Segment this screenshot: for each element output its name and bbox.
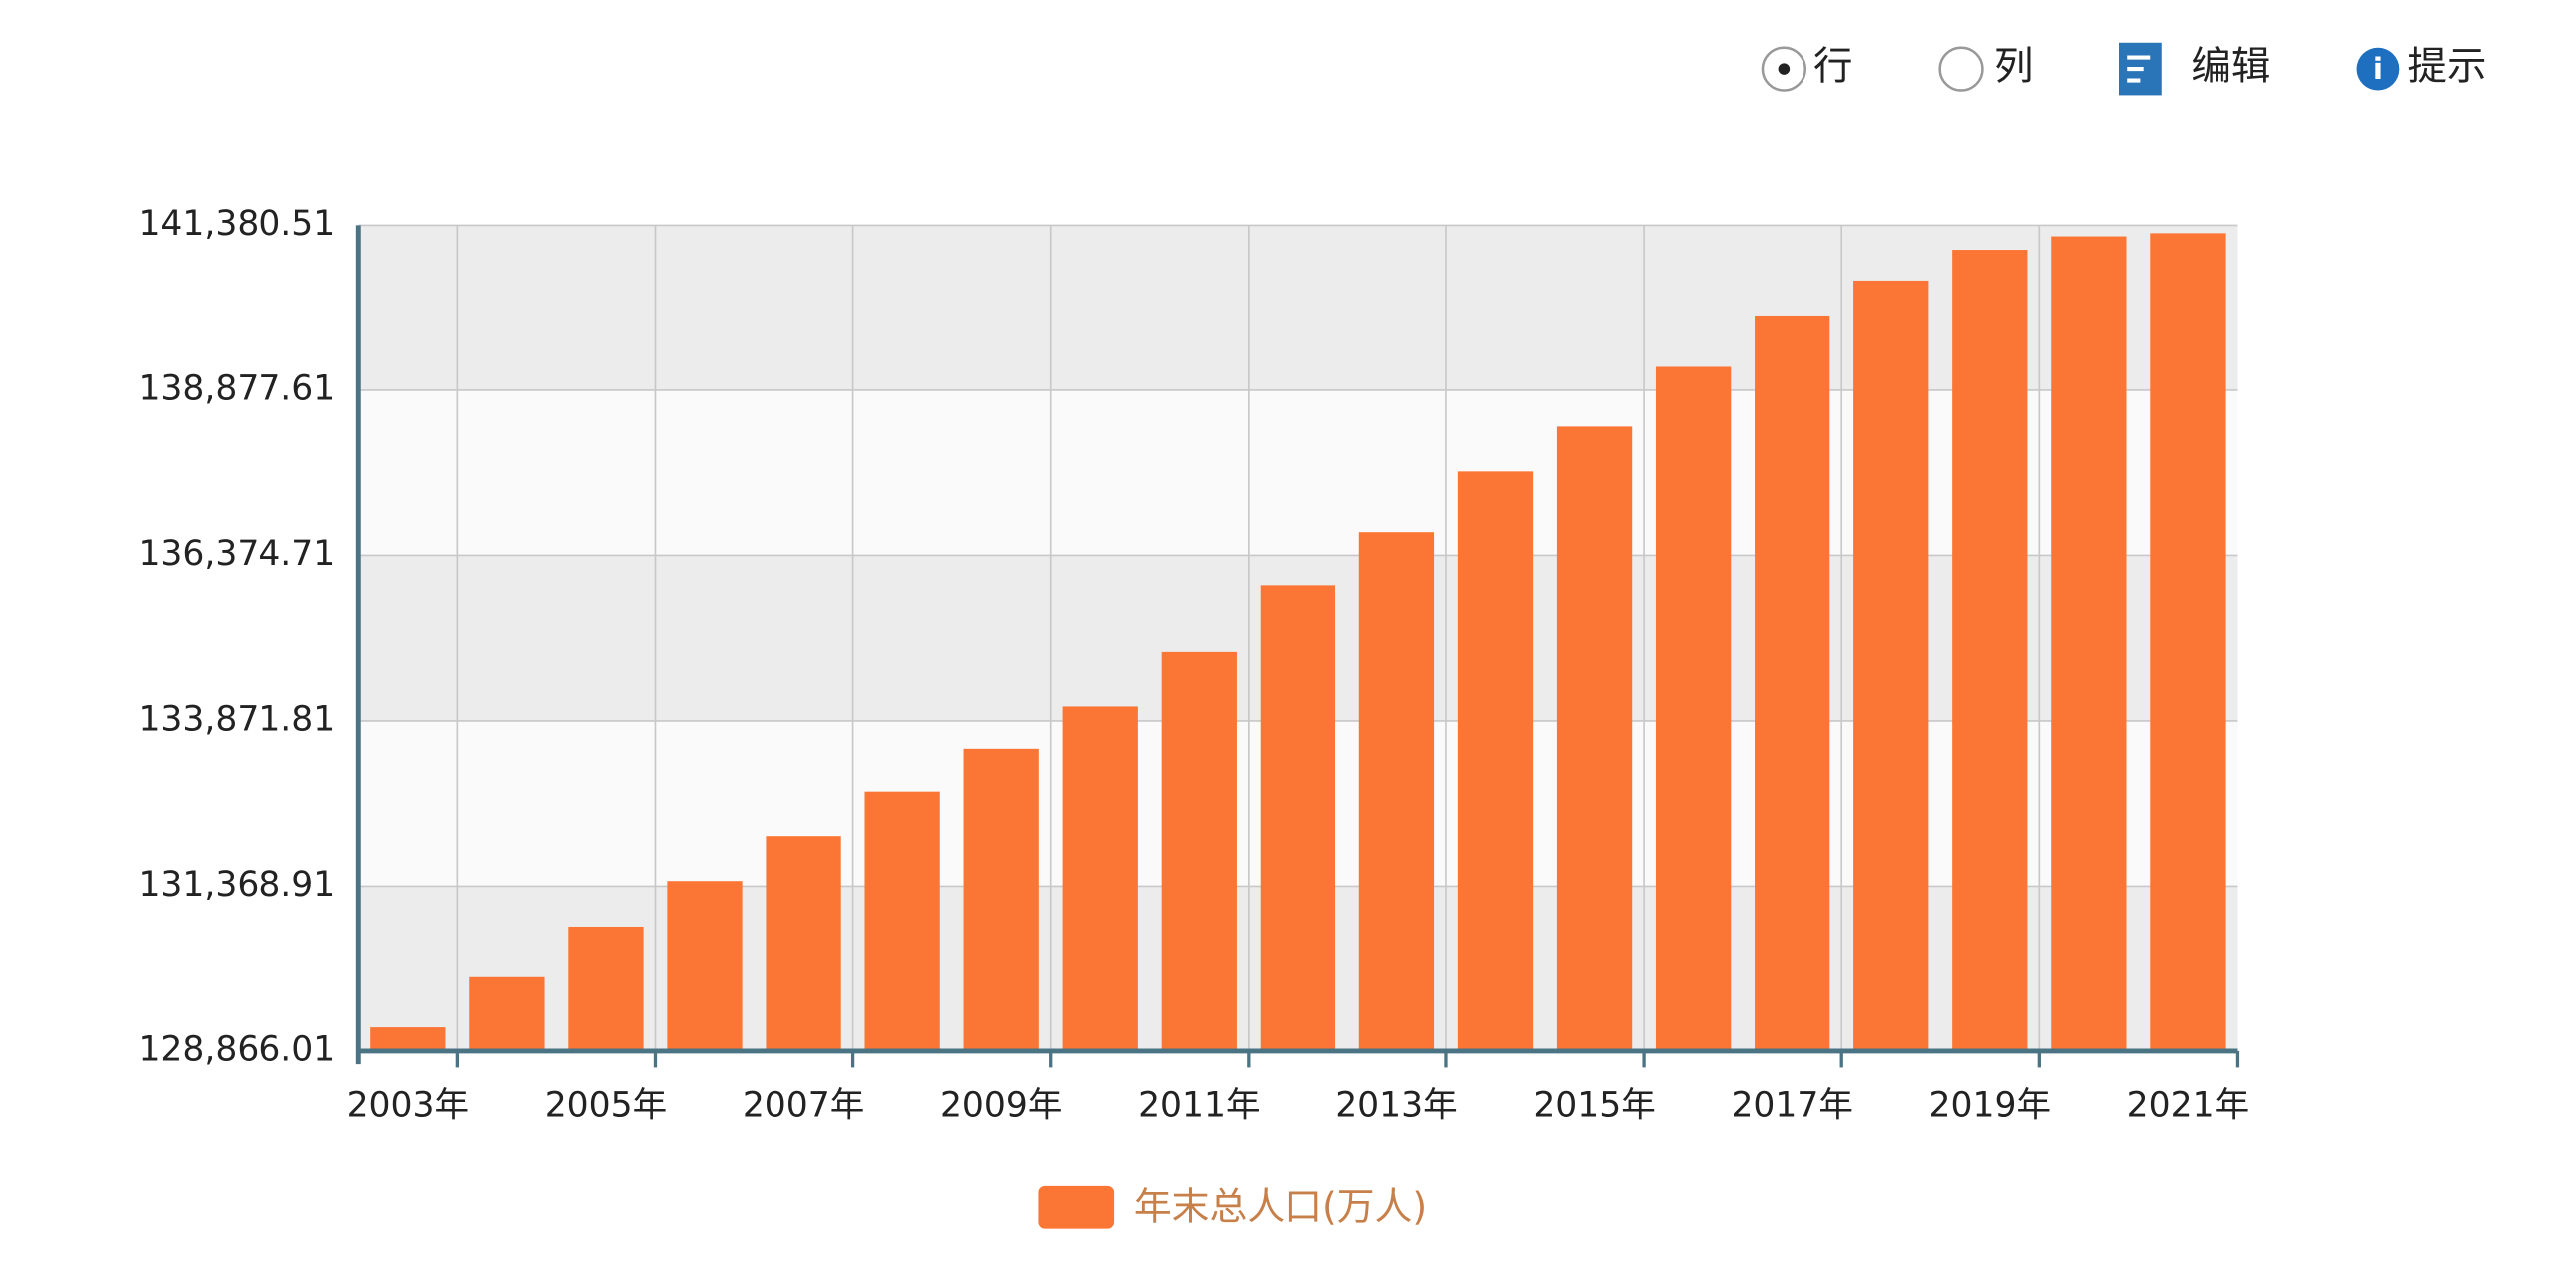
bar — [1655, 366, 1732, 1051]
x-tick-label: 2013年 — [1335, 1085, 1457, 1125]
x-tick-label: 2021年 — [2127, 1085, 2249, 1125]
y-tick-label: 138,877.61 — [138, 368, 335, 408]
y-tick-label: 141,380.51 — [138, 204, 335, 244]
hint-label[interactable]: 提示 — [2408, 44, 2487, 90]
y-tick-label: 133,871.81 — [138, 699, 335, 739]
edit-icon-lines — [2127, 55, 2151, 83]
bar — [1358, 532, 1435, 1051]
y-tick-label: 131,368.91 — [138, 865, 335, 905]
radio-label[interactable]: 列 — [1994, 44, 2033, 90]
toolbar: 行 列 编辑 i 提示 — [1761, 42, 2487, 96]
bar — [1457, 471, 1534, 1051]
radio[interactable] — [1938, 46, 1984, 92]
bar — [1260, 585, 1336, 1051]
radio-label[interactable]: 行 — [1813, 44, 1852, 90]
x-tick-label: 2007年 — [743, 1085, 864, 1125]
bar — [667, 881, 743, 1051]
legend-swatch — [1038, 1185, 1115, 1229]
bar — [2051, 236, 2127, 1051]
x-tick-label: 2017年 — [1731, 1085, 1852, 1125]
x-tick-label: 2005年 — [545, 1085, 667, 1125]
legend-label: 年末总人口(万人) — [1134, 1184, 1427, 1228]
bar — [568, 926, 644, 1051]
radio-dot — [1778, 63, 1791, 75]
y-tick-label: 136,374.71 — [138, 534, 335, 574]
y-tick-label: 128,866.01 — [138, 1029, 335, 1069]
bar — [864, 791, 940, 1051]
edit-label[interactable]: 编辑 — [2191, 44, 2270, 90]
x-tick-label: 2009年 — [940, 1085, 1062, 1125]
info-icon-glyph: i — [2373, 52, 2383, 86]
x-tick-label: 2011年 — [1138, 1085, 1260, 1125]
bar — [469, 976, 545, 1051]
x-tick-label: 2015年 — [1533, 1085, 1655, 1125]
bar — [766, 836, 841, 1051]
bar — [1161, 651, 1237, 1051]
bar — [1755, 315, 1830, 1051]
x-tick-label: 2019年 — [1929, 1085, 2051, 1125]
bar — [1556, 426, 1633, 1051]
info-icon[interactable] — [2356, 47, 2400, 91]
bar — [1853, 280, 1929, 1051]
bar — [370, 1027, 446, 1051]
bar — [2150, 233, 2226, 1051]
bar — [963, 748, 1039, 1051]
bar — [1952, 250, 2028, 1051]
bar — [1062, 706, 1138, 1051]
x-tick-label: 2003年 — [347, 1085, 469, 1125]
